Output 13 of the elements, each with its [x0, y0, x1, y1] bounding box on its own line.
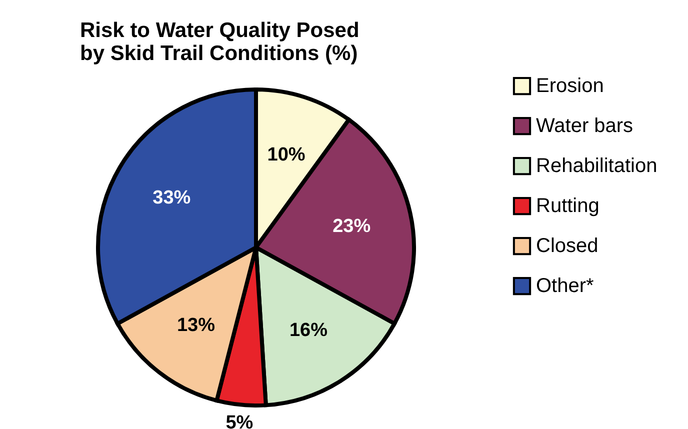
legend-label: Rehabilitation: [536, 155, 658, 177]
legend-label: Water bars: [536, 115, 634, 137]
data-label: 5%: [226, 412, 254, 429]
data-label: 16%: [289, 320, 328, 342]
legend-label: Other*: [536, 275, 594, 297]
data-label: 33%: [152, 188, 191, 209]
legend-label: Rutting: [536, 195, 600, 217]
data-label: 10%: [267, 144, 306, 166]
legend-label: Closed: [536, 235, 598, 257]
chart-title: Risk to Water Quality Posed by Skid Trail Conditions (%): [80, 19, 360, 65]
legend-label: Erosion: [536, 75, 604, 97]
data-label: 13%: [176, 314, 216, 336]
data-label: 23%: [332, 216, 371, 238]
